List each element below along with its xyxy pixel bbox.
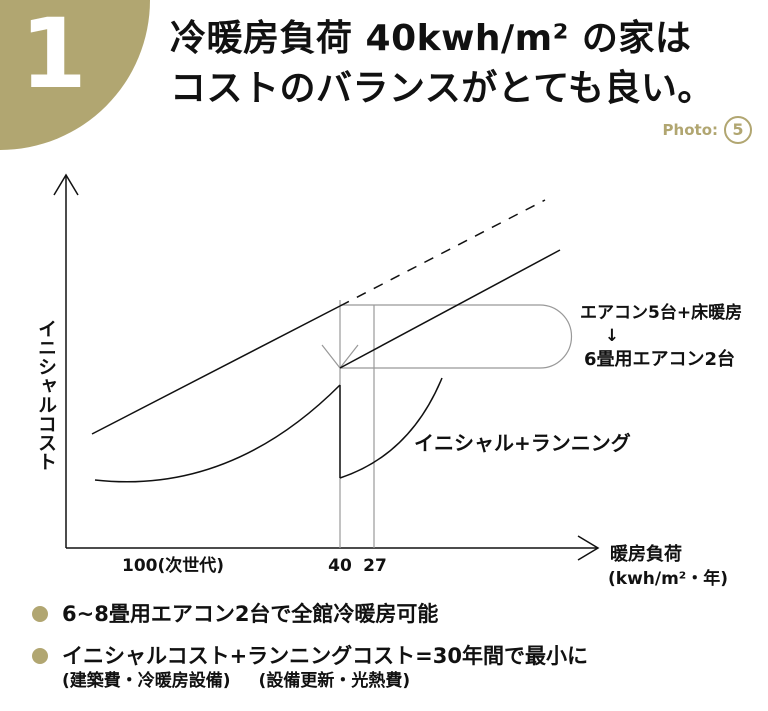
section-badge: 1 (0, 0, 150, 150)
reduced-cost-line (339, 249, 561, 369)
total-cost-curve-right (339, 377, 443, 479)
photo-reference: Photo: 5 (663, 116, 752, 144)
initial-cost-line (91, 305, 341, 435)
annotation-top: エアコン5台+床暖房 (580, 302, 742, 323)
annotation-bottom: 6畳用エアコン2台 (584, 348, 735, 370)
x-axis-arrow (577, 535, 600, 561)
section-number: 1 (20, 0, 87, 110)
tick-label-40: 40 (328, 556, 352, 576)
photo-label: Photo: (662, 121, 718, 139)
title-line-2: コストのバランスがとても良い。 (170, 68, 714, 109)
photo-number: 5 (724, 116, 752, 144)
guide-bracket (528, 304, 573, 369)
curve-label: イニシャル+ランニング (414, 431, 631, 455)
tick-label-27: 27 (363, 556, 387, 576)
cost-diagram: イニシャルコスト 100(次世代) 40 27 暖房負荷 (kwh/m²・年) … (35, 173, 742, 589)
initial-cost-extension-dashed (339, 199, 546, 307)
bullet-dot-icon (32, 648, 48, 664)
bullet-subtext-2: (建築費・冷暖房設備) (設備更新・光熱費) (62, 670, 588, 692)
title-line-1: 冷暖房負荷 40kwh/m² の家は (170, 18, 692, 59)
y-axis-arrow (53, 173, 79, 196)
page-title: 冷暖房負荷 40kwh/m² の家は コストのバランスがとても良い。 (170, 14, 760, 114)
y-axis-label: イニシャルコスト (35, 319, 57, 471)
bullet-dot-icon (32, 606, 48, 622)
bullet-subtext-2b: (設備更新・光熱費) (258, 671, 411, 691)
total-cost-curve-left (94, 384, 341, 483)
x-axis-label-line-2: (kwh/m²・年) (608, 568, 728, 589)
x-axis-label-line-1: 暖房負荷 (610, 543, 682, 565)
bullet-text-2: イニシャルコスト+ランニングコスト=30年間で最小に (62, 644, 588, 668)
annotation-arrow: ↓ (605, 326, 619, 346)
bullet-list: 6~8畳用エアコン2台で全館冷暖房可能 イニシャルコスト+ランニングコスト=30… (32, 600, 762, 706)
bullet-subtext-2a: (建築費・冷暖房設備) (62, 671, 231, 691)
bullet-item-1: 6~8畳用エアコン2台で全館冷暖房可能 (32, 600, 762, 628)
bullet-item-2: イニシャルコスト+ランニングコスト=30年間で最小に (建築費・冷暖房設備) (設… (32, 642, 762, 692)
tick-label-100: 100(次世代) (122, 555, 224, 576)
bullet-text-1: 6~8畳用エアコン2台で全館冷暖房可能 (62, 602, 439, 626)
